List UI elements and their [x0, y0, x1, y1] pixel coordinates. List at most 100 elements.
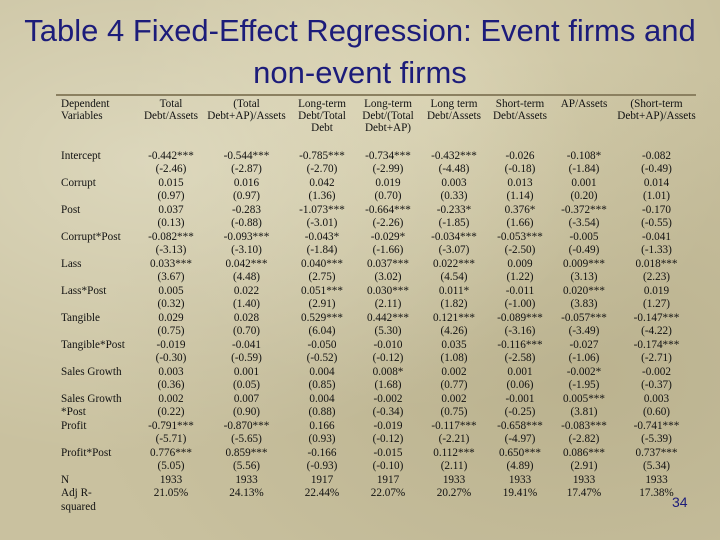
cell-lt-debt-assets: 0.022*** — [433, 257, 475, 270]
column-header-variable: Dependent Variables — [61, 98, 110, 122]
cell-ap-assets: (2.91) — [570, 460, 598, 473]
cell-lt-debt-total-debt-ap: -0.664*** — [365, 203, 411, 216]
cell-total-debt-assets: 0.003 — [158, 365, 184, 378]
cell-lt-debt-assets: (2.11) — [440, 460, 468, 473]
cell-lt-debt-total-debt-ap: (-0.12) — [372, 352, 404, 365]
cell-ap-assets: (-2.82) — [568, 433, 600, 446]
cell-ap-assets: -0.005 — [569, 230, 599, 243]
cell-st-debt-assets: (-3.16) — [504, 325, 536, 338]
table-row: squared — [56, 501, 698, 514]
cell-lt-debt-total-debt: 1917 — [310, 473, 334, 486]
table-row: (3.67) (4.48) (2.75) (3.02) (4.54) (1.22) (3.1… — [56, 271, 698, 284]
cell-lt-debt-total-debt-ap: 1917 — [376, 473, 400, 486]
cell-lt-debt-assets: -0.034*** — [431, 230, 477, 243]
cell-st-debt-assets: -0.053*** — [497, 230, 543, 243]
row-label — [56, 271, 138, 284]
cell-ap-assets: -0.057*** — [561, 311, 607, 324]
cell-total-debt-ap-assets: -0.870*** — [223, 419, 270, 432]
cell-ap-assets: (3.81) — [570, 406, 598, 419]
cell-lt-debt-assets: (4.54) — [440, 271, 468, 284]
cell-lt-debt-total-debt-ap: 0.030*** — [367, 284, 409, 297]
cell-st-debt-ap-assets: -0.002 — [642, 365, 671, 378]
cell-total-debt-ap-assets: -0.041 — [232, 338, 261, 351]
row-label — [56, 352, 138, 365]
cell-total-debt-assets: (-0.30) — [155, 352, 187, 365]
cell-st-debt-assets: 0.650*** — [499, 446, 541, 459]
cell-lt-debt-total-debt-ap: (5.30) — [374, 325, 402, 338]
cell-lt-debt-total-debt: 0.004 — [309, 365, 335, 378]
cell-total-debt-assets: -0.442*** — [148, 150, 194, 162]
cell-lt-debt-total-debt: (0.88) — [308, 406, 336, 419]
cell-total-debt-ap-assets: (-0.59) — [231, 352, 262, 365]
row-label: Profit — [61, 419, 87, 432]
cell-st-debt-ap-assets: -0.082 — [642, 150, 671, 162]
cell-lt-debt-total-debt: (0.93) — [308, 433, 336, 446]
cell-total-debt-ap-assets: 1933 — [235, 473, 258, 486]
cell-ap-assets: (-1.95) — [568, 379, 600, 392]
cell-lt-debt-total-debt-ap: (-0.34) — [372, 406, 404, 419]
cell-total-debt-ap-assets: (0.97) — [232, 190, 261, 203]
cell-total-debt-assets: 0.005 — [158, 284, 184, 297]
table-row: Post 0.037 -0.283 -1.073*** -0.664*** -0.233*… — [56, 204, 698, 217]
column-header-lt-debt-total-debt-ap: Long-term Debt/(Total Debt+AP) — [362, 98, 414, 134]
cell-total-debt-ap-assets: 0.859*** — [225, 446, 268, 459]
table-row: (0.75) (0.70) (6.04) (5.30) (4.26) (-3.16) (-3… — [56, 325, 698, 338]
cell-ap-assets: 0.009*** — [563, 257, 605, 270]
cell-total-debt-ap-assets: 0.028 — [233, 311, 260, 324]
cell-st-debt-assets: (1.14) — [506, 190, 534, 203]
cell-ap-assets: (-1.84) — [568, 163, 600, 176]
cell-lt-debt-assets: (0.33) — [440, 190, 468, 203]
cell-lt-debt-assets: 20.27% — [436, 487, 472, 500]
cell-total-debt-ap-assets: (1.40) — [232, 298, 261, 311]
cell-lt-debt-assets: 0.112*** — [433, 446, 475, 459]
cell-total-debt-assets — [138, 501, 204, 514]
table-row: *Post (0.22) (0.90) (0.88) (-0.34) (0.75) (-0.… — [56, 406, 698, 419]
cell-ap-assets: 1933 — [572, 473, 596, 486]
cell-lt-debt-total-debt: (-2.70) — [306, 163, 338, 176]
row-label: N — [61, 473, 70, 486]
row-label — [56, 244, 138, 257]
row-label — [56, 379, 138, 392]
cell-st-debt-assets: (0.06) — [506, 379, 534, 392]
table-row: Tangible 0.029 0.028 0.529*** 0.442*** 0.121*… — [56, 312, 698, 325]
row-label — [56, 298, 138, 311]
cell-lt-debt-assets: (0.75) — [440, 406, 468, 419]
cell-lt-debt-total-debt: (-0.93) — [306, 460, 338, 473]
cell-total-debt-assets: 0.015 — [158, 176, 184, 189]
cell-lt-debt-total-debt-ap: -0.734*** — [365, 150, 411, 162]
cell-total-debt-assets: -0.082*** — [148, 230, 194, 243]
cell-total-debt-assets: (0.36) — [157, 379, 185, 392]
cell-st-debt-ap-assets: -0.174*** — [633, 338, 680, 351]
cell-lt-debt-total-debt: 0.004 — [309, 392, 335, 405]
header-row: Dependent Variables Total Debt/Assets (Total… — [56, 96, 698, 150]
column-header-lt-debt-assets: Long term Debt/Assets — [426, 98, 482, 122]
cell-st-debt-assets: -0.116*** — [497, 338, 543, 351]
cell-lt-debt-assets: 0.003 — [441, 176, 467, 189]
cell-st-debt-assets: 0.009 — [507, 257, 533, 270]
cell-st-debt-ap-assets: 0.003 — [643, 392, 670, 405]
table-row: (5.05) (5.56) (-0.93) (-0.10) (2.11) (4.89) (2… — [56, 460, 698, 473]
row-label — [56, 433, 138, 446]
cell-lt-debt-total-debt-ap: 0.008* — [372, 365, 404, 378]
cell-st-debt-assets: (-2.50) — [504, 244, 536, 257]
table-row: (-2.46) (-2.87) (-2.70) (-2.99) (-4.48) (-0.1… — [56, 163, 698, 176]
cell-lt-debt-total-debt: 0.040*** — [301, 257, 343, 270]
cell-lt-debt-assets: (-4.48) — [438, 163, 470, 176]
table-row: Adj R- 21.05% 24.13% 22.44% 22.07% 20.27% 19.4… — [56, 487, 698, 500]
table-row: Lass 0.033*** 0.042*** 0.040*** 0.037*** 0.02… — [56, 258, 698, 271]
title-divider — [56, 94, 696, 96]
cell-lt-debt-assets: 1933 — [442, 473, 466, 486]
cell-lt-debt-assets: 0.121*** — [433, 311, 475, 324]
cell-total-debt-assets: 0.002 — [158, 392, 184, 405]
cell-ap-assets: (-3.54) — [568, 217, 600, 230]
cell-lt-debt-total-debt: (1.36) — [308, 190, 336, 203]
cell-lt-debt-total-debt-ap: 0.019 — [375, 176, 401, 189]
cell-st-debt-ap-assets: -0.041 — [642, 230, 671, 243]
row-label: Tangible*Post — [61, 338, 125, 351]
cell-st-debt-assets: (-0.18) — [504, 163, 536, 176]
cell-st-debt-ap-assets: 0.737*** — [635, 446, 678, 459]
cell-lt-debt-total-debt-ap: (-2.26) — [372, 217, 404, 230]
column-header-ap-assets: AP/Assets — [560, 98, 608, 110]
cell-ap-assets: (0.20) — [570, 190, 598, 203]
cell-total-debt-assets: (0.32) — [157, 298, 185, 311]
